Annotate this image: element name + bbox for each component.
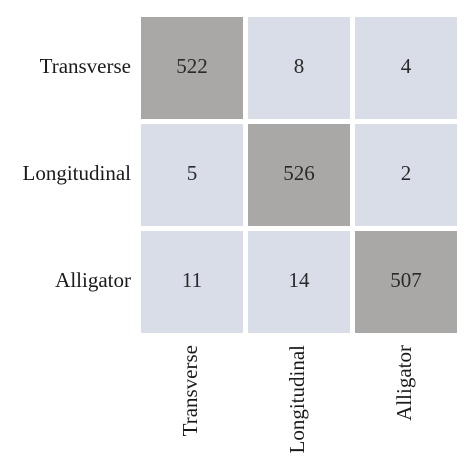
cell-value: 11 — [182, 268, 202, 292]
matrix-cell — [355, 17, 457, 119]
matrix-cell — [248, 124, 350, 226]
row-label: Longitudinal — [23, 161, 132, 185]
cell-value: 2 — [401, 161, 412, 185]
column-label: Transverse — [178, 345, 202, 436]
cell-value: 507 — [390, 268, 422, 292]
matrix-cells — [141, 17, 457, 333]
cell-value: 4 — [401, 54, 412, 78]
column-labels: Transverse Longitudinal Alligator — [178, 345, 416, 454]
matrix-cell — [355, 124, 457, 226]
matrix-cell — [355, 231, 457, 333]
cell-value: 14 — [289, 268, 311, 292]
matrix-cell — [141, 231, 243, 333]
cell-value: 526 — [283, 161, 315, 185]
column-label: Alligator — [392, 345, 416, 421]
matrix-cell — [248, 17, 350, 119]
row-label: Alligator — [55, 268, 131, 292]
matrix-cell — [141, 124, 243, 226]
column-label: Longitudinal — [285, 345, 309, 454]
row-labels: Transverse Longitudinal Alligator — [23, 54, 132, 292]
cell-value: 8 — [294, 54, 305, 78]
cell-value: 522 — [176, 54, 208, 78]
matrix-cell — [141, 17, 243, 119]
cell-value: 5 — [187, 161, 198, 185]
matrix-cell — [248, 231, 350, 333]
matrix-values: 522 8 4 5 526 2 11 14 507 — [176, 54, 422, 292]
row-label: Transverse — [40, 54, 131, 78]
